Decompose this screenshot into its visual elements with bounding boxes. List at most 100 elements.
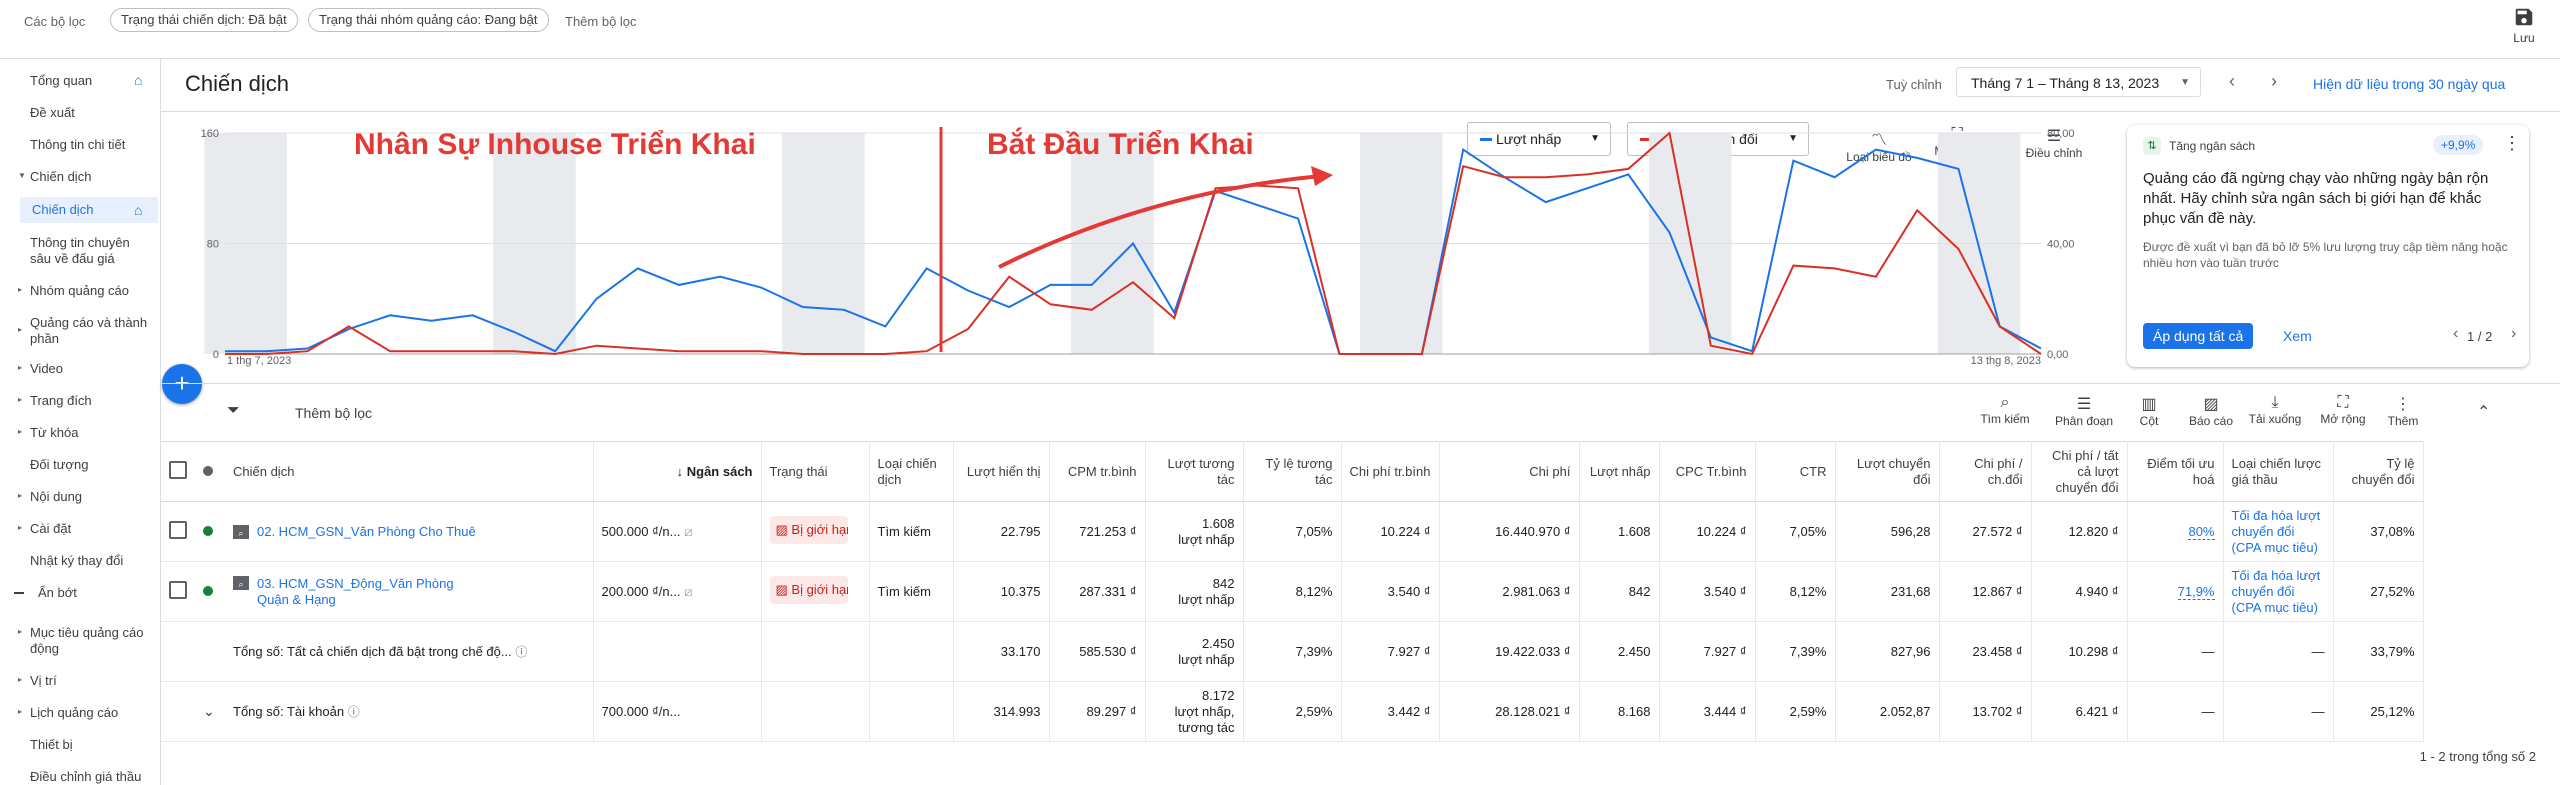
more-button[interactable]: ⋮ Thêm <box>2383 394 2423 428</box>
sidebar-show-less[interactable]: Ẩn bớt <box>38 585 77 600</box>
sidebar-item-bid-adjustments[interactable]: Điều chỉnh giá thầu <box>30 769 142 784</box>
row-checkbox[interactable] <box>169 520 187 539</box>
bid-strategy-cell: — <box>2223 621 2334 682</box>
bid-strategy-link[interactable]: Tối đa hóa lượt chuyển đổi (CPA mục tiêu… <box>2223 561 2334 622</box>
col-impressions[interactable]: Lượt hiển thị <box>953 441 1050 502</box>
sidebar-item-change-history[interactable]: Nhật ký thay đổi <box>30 553 124 568</box>
segment-label: Phân đoạn <box>2054 414 2114 428</box>
col-budget[interactable]: ↓ Ngân sách <box>593 441 762 502</box>
sidebar-item-auction-insights[interactable]: Thông tin chuyên sâu về đấu giá <box>30 235 130 266</box>
optimization-score-link[interactable]: 80% <box>2188 523 2215 540</box>
expand-chevron-icon[interactable]: ⌄ <box>203 703 215 719</box>
sidebar-item-settings[interactable]: Cài đặt <box>30 521 72 536</box>
sidebar-item-campaigns[interactable]: Chiến dịch <box>20 197 158 223</box>
optimization-score-cell[interactable]: 80% <box>2127 501 2224 562</box>
reports-button[interactable]: ▨ Báo cáo <box>2187 394 2235 428</box>
view-button[interactable]: Xem <box>2283 328 2312 344</box>
budget-value[interactable]: 500.000 ₫/n... <box>601 523 681 539</box>
col-interaction-rate[interactable]: Tỷ lệ tương tác <box>1243 441 1342 502</box>
adjust-chart-button[interactable]: ☰ Điều chỉnh <box>2019 126 2089 160</box>
campaign-name-link[interactable]: 02. HCM_GSN_Văn Phòng Cho Thuê <box>257 523 476 539</box>
sidebar-item-ads-assets[interactable]: Quảng cáo và thành phần <box>30 315 148 346</box>
row-checkbox[interactable] <box>169 580 187 599</box>
more-vert-icon[interactable]: ⋮ <box>2503 133 2521 153</box>
date-range-picker[interactable]: Tháng 7 1 – Tháng 8 13, 2023 ▼ <box>1956 67 2201 97</box>
cost-all-conv-cell: 4.940 ₫ <box>2031 561 2128 622</box>
prev-period-button[interactable]: ‹ <box>2229 71 2235 91</box>
help-icon[interactable]: ⓘ <box>515 644 528 659</box>
prev-rec-button[interactable]: ‹ <box>2453 325 2459 342</box>
col-avg-cpc[interactable]: CPC Tr.bình <box>1659 441 1756 502</box>
sidebar-item-ad-schedule[interactable]: Lịch quảng cáo <box>30 705 119 720</box>
sidebar-item-overview[interactable]: Tổng quan <box>30 73 93 88</box>
search-button[interactable]: ⌕ Tìm kiếm <box>1975 394 2035 426</box>
sidebar-item-dynamic-targets[interactable]: Mục tiêu quảng cáo động <box>30 625 144 656</box>
sidebar-item-devices[interactable]: Thiết bị <box>30 737 73 752</box>
segment-button[interactable]: ☰ Phân đoạn <box>2049 394 2119 428</box>
expand-caret-icon: ▸ <box>18 285 23 294</box>
col-status[interactable]: Trạng thái <box>761 441 870 502</box>
col-conv-rate[interactable]: Tỷ lệ chuyển đổi <box>2333 441 2424 502</box>
show-last-30-days-link[interactable]: Hiện dữ liệu trong 30 ngày qua <box>2313 76 2506 92</box>
bid-strategy-link[interactable]: Tối đa hóa lượt chuyển đổi (CPA mục tiêu… <box>2223 501 2334 562</box>
table-add-filter[interactable]: Thêm bộ lọc <box>295 405 373 421</box>
col-cost[interactable]: Chi phí <box>1439 441 1580 502</box>
sidebar-item-landing-pages[interactable]: Trang đích <box>30 393 92 408</box>
budget-value[interactable]: 200.000 ₫/n... <box>601 583 681 599</box>
status-badge[interactable]: ▨ Bị giới hạn <box>769 575 848 604</box>
metric-selector-clicks[interactable]: Lượt nhấp ▼ <box>1467 122 1611 156</box>
col-avg-cpm[interactable]: CPM tr.bình <box>1049 441 1146 502</box>
columns-button[interactable]: ▥ Cột <box>2129 394 2169 428</box>
col-clicks[interactable]: Lượt nhấp <box>1579 441 1660 502</box>
sidebar-item-audiences[interactable]: Đối tượng <box>30 457 89 472</box>
collapse-chevron-icon[interactable]: ⌃ <box>2477 404 2491 421</box>
table-row[interactable]: ⌕ 02. HCM_GSN_Văn Phòng Cho Thuê 500.000 … <box>161 501 2424 562</box>
next-period-button[interactable]: › <box>2271 71 2277 91</box>
optimization-score-link[interactable]: 71,9% <box>2177 583 2215 600</box>
filter-chip-campaign-status[interactable]: Trạng thái chiến dịch: Đã bật <box>110 8 298 32</box>
total-enabled-label: Tổng số: Tất cả chiến dịch đã bật trong … <box>233 643 512 659</box>
sidebar-item-video[interactable]: Video <box>30 361 64 376</box>
sidebar-item-insights[interactable]: Thông tin chi tiết <box>30 137 126 152</box>
select-all-checkbox[interactable] <box>169 460 187 479</box>
sidebar-item-locations[interactable]: Vị trí <box>30 673 57 688</box>
col-bid-strategy[interactable]: Loại chiến lược giá thầu <box>2223 441 2334 502</box>
col-interactions[interactable]: Lượt tương tác <box>1145 441 1244 502</box>
expand-caret-icon: ▸ <box>18 491 23 500</box>
col-conversions[interactable]: Lượt chuyển đổi <box>1835 441 1940 502</box>
sidebar-item-keywords[interactable]: Từ khóa <box>30 425 79 440</box>
expand-table-button[interactable]: ⛶ Mở rộng <box>2315 394 2371 426</box>
select-all-cell[interactable] <box>161 441 195 502</box>
optimization-score-cell[interactable]: 71,9% <box>2127 561 2224 622</box>
filter-chip-adgroup-status[interactable]: Trạng thái nhóm quảng cáo: Đang bật <box>308 8 549 32</box>
sidebar-item-campaigns-group[interactable]: Chiến dịch <box>30 169 92 184</box>
campaign-name-link[interactable]: 03. HCM_GSN_Động_Văn Phòng Quận & Hạng <box>257 575 454 607</box>
filter-sets-label[interactable]: Các bộ lọc <box>24 14 86 29</box>
col-cost-all-conv[interactable]: Chi phí / tất cả lượt chuyển đổi <box>2031 441 2128 502</box>
col-cost-per-conv[interactable]: Chi phí / ch.đổi <box>1939 441 2032 502</box>
optimization-score-cell: — <box>2127 681 2224 742</box>
date-range-value: Tháng 7 1 – Tháng 8 13, 2023 <box>1971 75 2160 91</box>
budget-chart-icon[interactable]: ⧄ <box>684 523 693 539</box>
filter-icon[interactable]: ⏷ <box>227 402 240 419</box>
cost-per-conv-cell: 23.458 ₫ <box>1939 621 2032 682</box>
sidebar-item-content[interactable]: Nội dung <box>30 489 83 504</box>
col-ctr[interactable]: CTR <box>1755 441 1836 502</box>
sidebar-item-ad-groups[interactable]: Nhóm quảng cáo <box>30 283 130 298</box>
col-campaign[interactable]: Chiến dịch <box>225 441 594 502</box>
help-icon[interactable]: ⓘ <box>347 704 360 719</box>
col-campaign-type[interactable]: Loại chiến dịch <box>869 441 954 502</box>
col-optimization-score[interactable]: Điểm tối ưu hoá <box>2127 441 2224 502</box>
next-rec-button[interactable]: › <box>2511 325 2517 342</box>
add-filter-link[interactable]: Thêm bộ lọc <box>565 14 637 29</box>
table-row[interactable]: ⌕ 03. HCM_GSN_Động_Văn Phòng Quận & Hạng … <box>161 561 2424 622</box>
status-badge[interactable]: ▨ Bị giới hạn <box>769 515 848 544</box>
apply-all-button[interactable]: Áp dụng tất cả <box>2143 323 2254 349</box>
sidebar-item-recommendations[interactable]: Đề xuất <box>30 105 75 120</box>
save-button[interactable]: Lưu <box>2504 6 2544 45</box>
download-button[interactable]: ⤓ Tải xuống <box>2247 394 2303 426</box>
avg-cost-cell: 3.442 ₫ <box>1341 681 1440 742</box>
budget-chart-icon[interactable]: ⧄ <box>684 583 693 599</box>
col-avg-cost[interactable]: Chi phí tr.bình <box>1341 441 1440 502</box>
rec-uplift-badge: +9,9% <box>2433 135 2484 155</box>
